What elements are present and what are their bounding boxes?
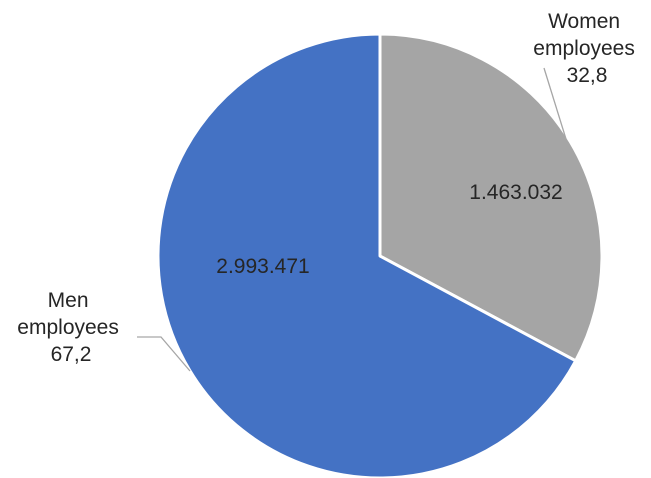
category-label-women: Women employees 32,8	[533, 10, 640, 87]
category-label-women-line2: employees	[533, 37, 635, 60]
value-label-men: 2.993.471	[216, 255, 309, 278]
leader-line-women	[543, 67, 567, 140]
category-label-women-line1: Women	[548, 10, 620, 33]
pie-slice-women-employees	[378, 32, 604, 363]
leader-line-men	[137, 336, 191, 372]
value-label-women: 1.463.032	[469, 181, 562, 204]
percent-label-women: 32,8	[567, 64, 608, 87]
category-label-men-line1: Men	[48, 289, 89, 312]
category-label-men-line2: employees	[17, 316, 119, 339]
percent-label-men: 67,2	[51, 343, 92, 366]
category-label-men: Men employees 67,2	[17, 289, 124, 366]
